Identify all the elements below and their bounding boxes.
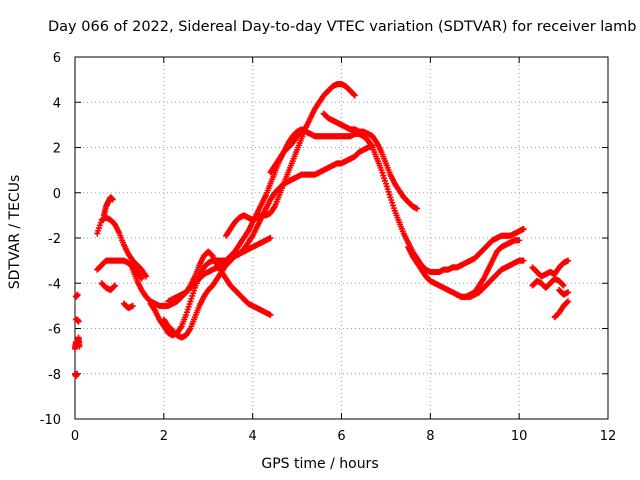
- data-point: [138, 275, 145, 282]
- y-tick-label: -8: [48, 368, 61, 383]
- y-tick-label: 6: [53, 51, 61, 66]
- data-point: [351, 92, 358, 99]
- x-tick-label: 4: [249, 429, 257, 444]
- data-point: [111, 282, 118, 289]
- x-tick-label: 2: [160, 429, 168, 444]
- x-tick-label: 6: [337, 429, 345, 444]
- data-point: [267, 311, 274, 318]
- y-tick-label: -4: [48, 277, 61, 292]
- data-point: [564, 299, 571, 306]
- data-point: [565, 257, 572, 264]
- data-point: [520, 225, 527, 232]
- data-point: [76, 343, 83, 350]
- data-point: [75, 318, 82, 325]
- data-point: [560, 282, 567, 289]
- data-point: [520, 257, 527, 264]
- y-tick-label: 0: [53, 187, 61, 202]
- data-point: [129, 302, 136, 309]
- y-tick-label: 2: [53, 142, 61, 157]
- data-point: [74, 370, 81, 377]
- data-point: [302, 125, 309, 132]
- data-point: [109, 196, 116, 203]
- y-tick-label: -10: [40, 413, 61, 428]
- y-tick-label: 4: [53, 96, 61, 111]
- x-tick-label: 10: [511, 429, 528, 444]
- data-point: [267, 235, 274, 241]
- y-tick-label: -6: [48, 323, 61, 338]
- x-axis-label: GPS time / hours: [261, 456, 379, 472]
- data-point: [302, 124, 309, 131]
- data-point: [350, 91, 357, 98]
- data-point: [414, 205, 421, 212]
- data-point: [565, 298, 572, 305]
- chart-title: Day 066 of 2022, Sidereal Day-to-day VTE…: [48, 19, 637, 35]
- x-tick-label: 12: [600, 429, 617, 444]
- data-point: [559, 281, 566, 288]
- data-point: [143, 273, 150, 280]
- data-point: [111, 283, 118, 290]
- y-axis-label: SDTVAR / TECUs: [7, 174, 23, 290]
- data-point: [74, 291, 81, 298]
- x-tick-label: 8: [426, 429, 434, 444]
- x-tick-label: 0: [71, 429, 79, 444]
- data-point: [565, 289, 572, 296]
- data-point: [516, 237, 523, 244]
- y-tick-label: -2: [48, 232, 61, 247]
